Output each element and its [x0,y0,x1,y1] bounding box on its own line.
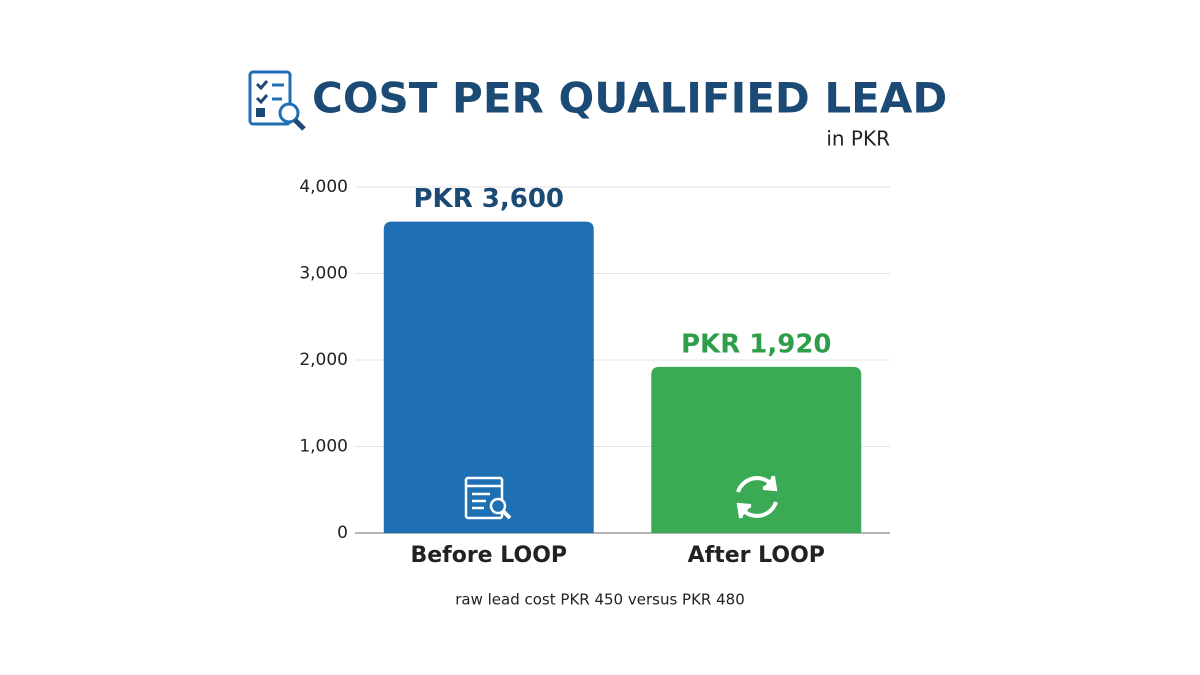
bar [383,221,594,533]
title-icon [248,70,306,131]
bar-icon-refresh [736,475,778,519]
y-tick-label: 3,000 [299,264,348,284]
y-tick-label: 4,000 [299,177,348,197]
plot: 0 1,000 2,000 3,000 4,000 Before LOOP PKR 3,60… [299,177,890,568]
value-label: PKR 3,600 [413,184,564,214]
value-label: PKR 1,920 [681,329,832,359]
chart-title: COST PER QUALIFIED LEAD [312,74,947,123]
x-tick-label: Before LOOP [410,543,567,568]
y-tick-label: 0 [337,523,348,543]
chart-subtitle: in PKR [826,127,890,151]
note: raw lead cost PKR 450 versus PKR 480 [455,591,745,609]
y-tick-label: 2,000 [299,350,348,370]
bar-icon-document [464,476,512,520]
x-tick-label: After LOOP [688,543,825,568]
y-tick-label: 1,000 [299,437,348,457]
bar [651,366,862,533]
